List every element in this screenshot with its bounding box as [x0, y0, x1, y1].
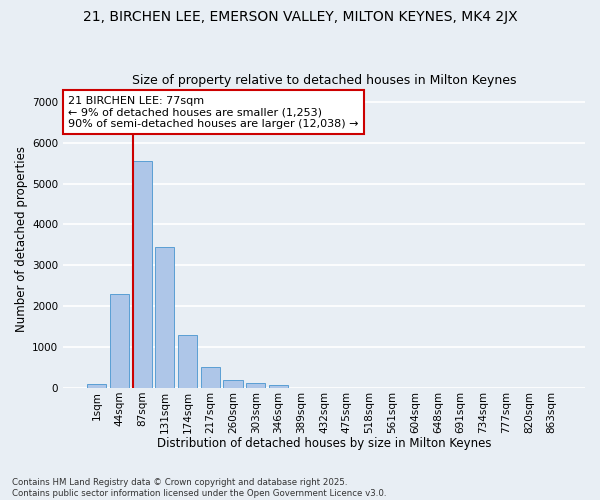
- Bar: [87, 384, 106, 388]
- Y-axis label: Number of detached properties: Number of detached properties: [15, 146, 28, 332]
- Title: Size of property relative to detached houses in Milton Keynes: Size of property relative to detached ho…: [132, 74, 517, 87]
- Bar: [178, 335, 197, 388]
- Bar: [223, 380, 243, 388]
- Bar: [200, 368, 220, 388]
- X-axis label: Distribution of detached houses by size in Milton Keynes: Distribution of detached houses by size …: [157, 437, 491, 450]
- Text: 21, BIRCHEN LEE, EMERSON VALLEY, MILTON KEYNES, MK4 2JX: 21, BIRCHEN LEE, EMERSON VALLEY, MILTON …: [83, 10, 517, 24]
- Bar: [269, 385, 288, 388]
- Bar: [133, 161, 152, 388]
- Bar: [246, 382, 265, 388]
- Text: Contains HM Land Registry data © Crown copyright and database right 2025.
Contai: Contains HM Land Registry data © Crown c…: [12, 478, 386, 498]
- Bar: [155, 247, 175, 388]
- Bar: [110, 294, 129, 388]
- Text: 21 BIRCHEN LEE: 77sqm
← 9% of detached houses are smaller (1,253)
90% of semi-de: 21 BIRCHEN LEE: 77sqm ← 9% of detached h…: [68, 96, 359, 128]
